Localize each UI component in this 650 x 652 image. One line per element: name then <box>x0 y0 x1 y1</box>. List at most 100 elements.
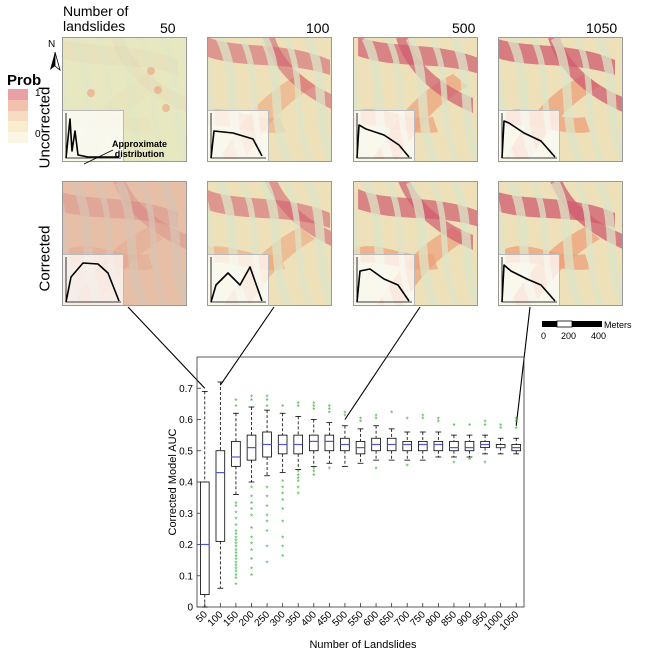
outlier-point: * <box>250 525 253 534</box>
outlier-point: * <box>375 412 378 421</box>
x-axis-label: Number of Landslides <box>309 639 417 651</box>
box-750: ** <box>418 412 428 461</box>
outlier-point: * <box>421 416 424 425</box>
outlier-point: * <box>297 472 300 481</box>
box-50 <box>200 390 210 608</box>
box-650: * <box>386 409 397 461</box>
outlier-point: * <box>312 472 315 481</box>
x-tick-label: 850 <box>439 609 459 629</box>
outlier-point: * <box>234 562 237 571</box>
column-header-1050: 1050 <box>586 20 618 36</box>
outlier-point: * <box>328 403 331 412</box>
box-iqr <box>200 481 210 595</box>
outlier-point: * <box>234 581 237 590</box>
outlier-point: * <box>297 469 300 478</box>
box-iqr <box>480 440 490 449</box>
distribution-inset <box>499 110 560 161</box>
x-tick-label: 1050 <box>498 609 522 633</box>
row-label-uncorrected: Uncorrected <box>36 86 54 169</box>
outlier-point: * <box>250 506 253 515</box>
outlier-point: * <box>234 509 237 518</box>
box-800: ** <box>433 416 444 458</box>
outlier-point: * <box>297 484 300 493</box>
outlier-point: * <box>250 394 253 403</box>
outlier-point: * <box>297 403 300 412</box>
north-label: N <box>48 39 55 50</box>
outlier-point: * <box>250 534 253 543</box>
box-iqr <box>355 440 366 455</box>
box-iqr <box>231 440 241 467</box>
box-500: ** <box>340 409 350 467</box>
outlier-point: * <box>266 528 269 537</box>
x-tick-label: 550 <box>346 609 366 629</box>
outlier-point: * <box>281 553 284 562</box>
outlier-point: * <box>328 409 331 418</box>
outlier-point: * <box>266 484 269 493</box>
box-iqr <box>464 440 475 452</box>
box-1050: *** <box>511 416 521 455</box>
outlier-point: * <box>234 537 237 546</box>
outlier-point: * <box>484 419 487 428</box>
outlier-point: * <box>437 416 440 425</box>
x-tick-label: 400 <box>299 609 319 629</box>
x-tick-label: 200 <box>237 609 257 629</box>
x-tick-label: 600 <box>362 609 382 629</box>
column-header-500: 500 <box>452 20 476 36</box>
outlier-point: * <box>250 547 253 556</box>
box-400: ****** <box>309 400 319 481</box>
legend-title: Prob <box>7 72 42 89</box>
legend-swatch <box>8 121 28 133</box>
box-iqr <box>495 444 506 449</box>
outlier-point: * <box>250 572 253 581</box>
outlier-point: * <box>234 544 237 553</box>
outlier-point: * <box>234 397 237 406</box>
outlier-point: * <box>234 569 237 578</box>
outlier-point: * <box>452 459 455 468</box>
y-tick-label: 0.3 <box>179 509 193 520</box>
box-100 <box>215 381 226 589</box>
distribution-inset <box>499 254 560 305</box>
outlier-point: * <box>281 478 284 487</box>
map-panel-uncorrected-500 <box>353 37 478 162</box>
connector-line <box>344 306 421 420</box>
scale-bar: Meters 0 200 400 <box>541 320 649 344</box>
outlier-point: * <box>281 544 284 553</box>
outlier-point: * <box>281 534 284 543</box>
box-150: ************************ <box>231 397 241 590</box>
column-header-100: 100 <box>306 20 330 36</box>
box-250: *********** <box>262 394 272 568</box>
outlier-point: * <box>234 503 237 512</box>
outlier-point: * <box>312 466 315 475</box>
outlier-point: * <box>515 416 518 425</box>
outlier-point: * <box>234 556 237 565</box>
outlier-point: * <box>312 469 315 478</box>
outlier-point: * <box>250 556 253 565</box>
outlier-point: * <box>515 425 518 434</box>
x-tick-label: 950 <box>471 609 491 629</box>
legend-swatch <box>8 110 28 122</box>
outlier-point: * <box>468 456 471 465</box>
legend-swatch <box>8 132 28 143</box>
map-panel-corrected-500 <box>353 181 478 306</box>
row-label-corrected: Corrected <box>36 225 54 292</box>
map-panel-corrected-100 <box>207 181 332 306</box>
outlier-point: * <box>250 566 253 575</box>
outlier-point: * <box>390 409 393 418</box>
outlier-point: * <box>234 575 237 584</box>
distribution-inset <box>208 110 269 161</box>
outlier-point: * <box>297 400 300 409</box>
box-300: ********** <box>277 403 288 562</box>
box-iqr <box>309 434 319 452</box>
box-iqr <box>293 434 303 455</box>
map-panel-corrected-1050 <box>498 181 623 306</box>
outlier-point: * <box>406 416 409 425</box>
y-tick-label: 0.2 <box>179 540 193 551</box>
outlier-point: * <box>234 559 237 568</box>
outlier-point: * <box>484 459 487 468</box>
x-tick-label: 650 <box>377 609 397 629</box>
x-tick-label: 150 <box>221 609 241 629</box>
outlier-point: * <box>250 541 253 550</box>
landslide-count-label: Number of landslides <box>63 3 129 34</box>
outlier-point: * <box>234 547 237 556</box>
outlier-point: * <box>234 522 237 531</box>
